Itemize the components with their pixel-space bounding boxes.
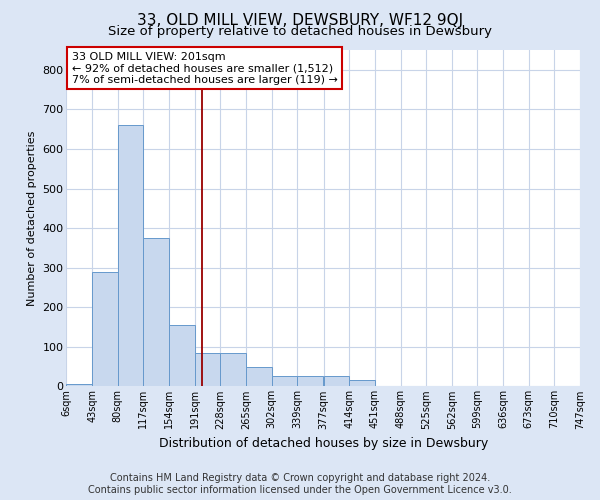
Text: 33 OLD MILL VIEW: 201sqm
← 92% of detached houses are smaller (1,512)
7% of semi: 33 OLD MILL VIEW: 201sqm ← 92% of detach… [71,52,337,85]
Bar [92,272,118,386]
Text: 33, OLD MILL VIEW, DEWSBURY, WF12 9QJ: 33, OLD MILL VIEW, DEWSBURY, WF12 9QJ [137,12,463,28]
X-axis label: Distribution of detached houses by size in Dewsbury: Distribution of detached houses by size … [158,437,488,450]
Text: Size of property relative to detached houses in Dewsbury: Size of property relative to detached ho… [108,25,492,38]
Bar [169,325,194,386]
Bar [194,353,220,386]
Bar [246,366,272,386]
Bar [323,376,349,386]
Text: Contains HM Land Registry data © Crown copyright and database right 2024.
Contai: Contains HM Land Registry data © Crown c… [88,474,512,495]
Y-axis label: Number of detached properties: Number of detached properties [27,130,37,306]
Bar [118,125,143,386]
Bar [297,376,323,386]
Bar [272,376,297,386]
Bar [349,380,375,386]
Bar [67,384,92,386]
Bar [220,353,246,386]
Bar [143,238,169,386]
